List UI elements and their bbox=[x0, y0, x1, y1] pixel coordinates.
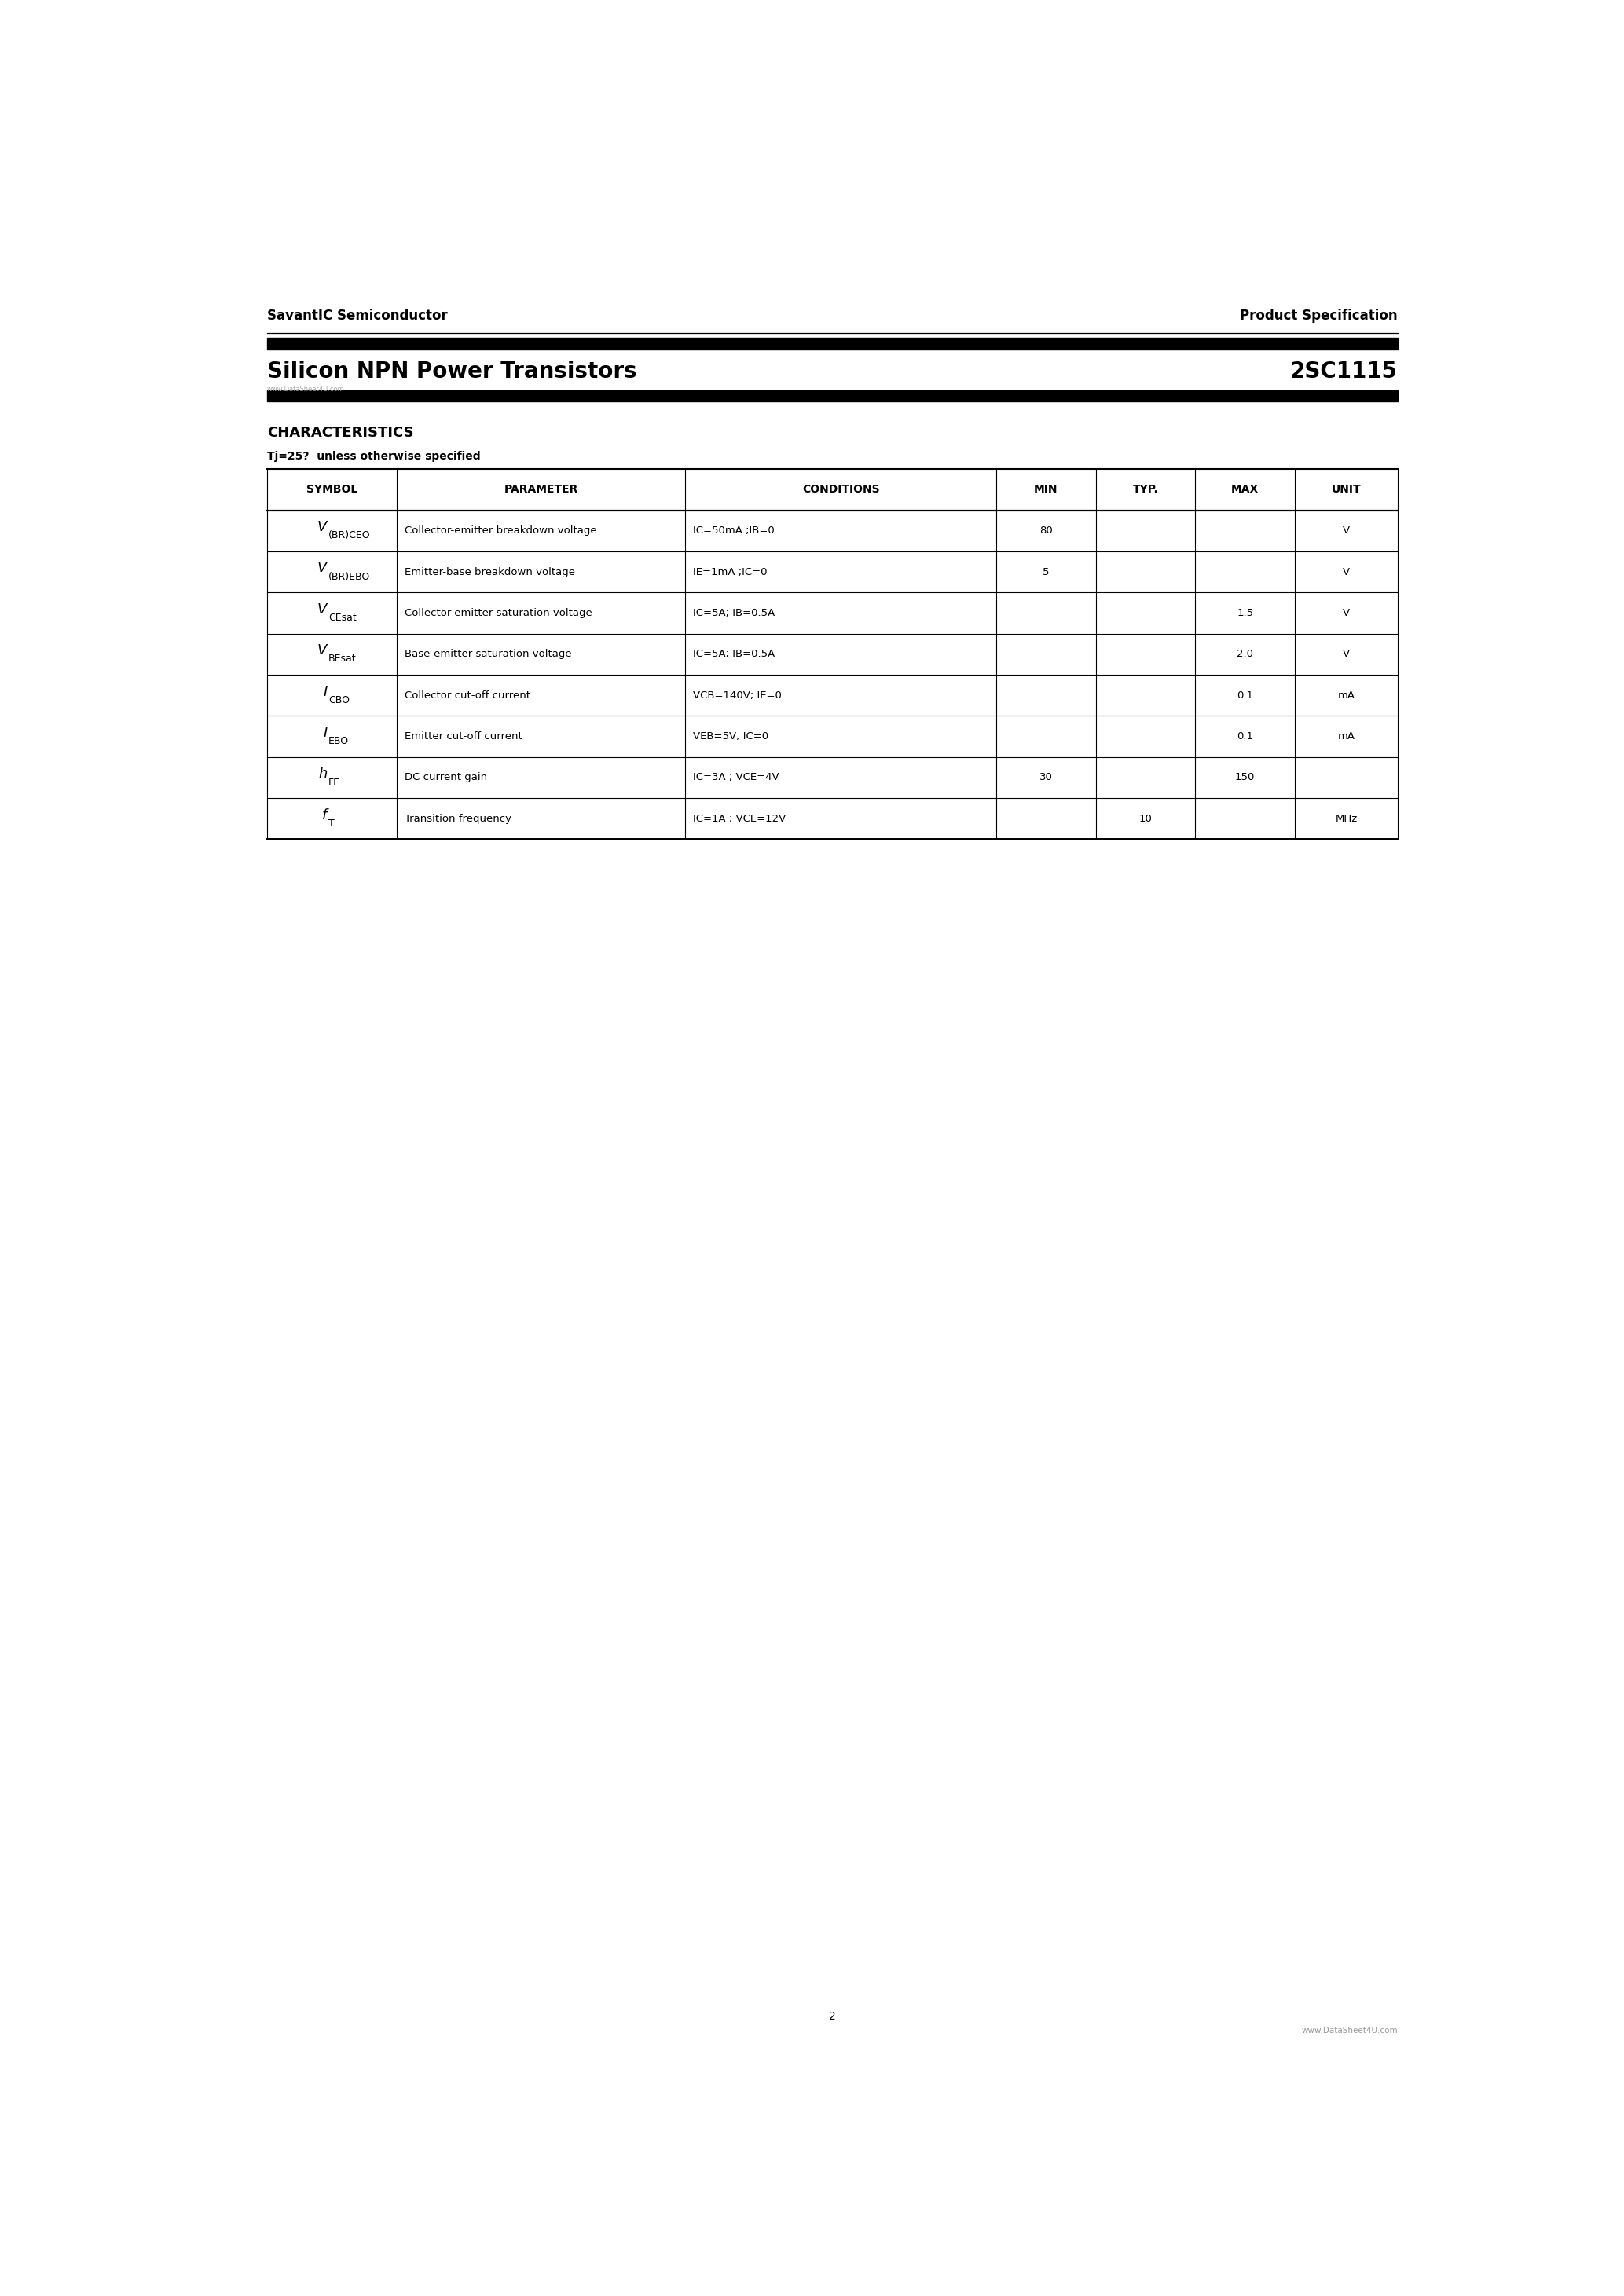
Text: 2SC1115: 2SC1115 bbox=[1289, 360, 1398, 381]
Text: 1.5: 1.5 bbox=[1237, 608, 1254, 618]
Text: mA: mA bbox=[1338, 732, 1354, 742]
Text: VEB=5V; IC=0: VEB=5V; IC=0 bbox=[692, 732, 768, 742]
Text: f: f bbox=[322, 808, 326, 822]
Text: IE=1mA ;IC=0: IE=1mA ;IC=0 bbox=[692, 567, 767, 576]
Text: Silicon NPN Power Transistors: Silicon NPN Power Transistors bbox=[266, 360, 637, 381]
Text: 0.1: 0.1 bbox=[1237, 691, 1254, 700]
Text: Collector-emitter saturation voltage: Collector-emitter saturation voltage bbox=[404, 608, 591, 618]
Text: IC=50mA ;IB=0: IC=50mA ;IB=0 bbox=[692, 526, 775, 535]
Text: MHz: MHz bbox=[1335, 813, 1358, 824]
Text: Emitter cut-off current: Emitter cut-off current bbox=[404, 732, 521, 742]
Text: www.DataSheet4U.com: www.DataSheet4U.com bbox=[1301, 2025, 1398, 2034]
Text: V: V bbox=[1343, 650, 1350, 659]
Text: h: h bbox=[318, 767, 326, 781]
Text: IC=1A ; VCE=12V: IC=1A ; VCE=12V bbox=[692, 813, 786, 824]
Text: SYMBOL: SYMBOL bbox=[307, 484, 357, 496]
Text: MAX: MAX bbox=[1231, 484, 1259, 496]
Text: FE: FE bbox=[328, 778, 339, 788]
Text: 30: 30 bbox=[1039, 771, 1052, 783]
Text: CONDITIONS: CONDITIONS bbox=[802, 484, 880, 496]
Text: CBO: CBO bbox=[328, 696, 349, 705]
Text: Emitter-base breakdown voltage: Emitter-base breakdown voltage bbox=[404, 567, 575, 576]
Text: BEsat: BEsat bbox=[328, 654, 356, 664]
Text: V: V bbox=[1343, 608, 1350, 618]
Text: CHARACTERISTICS: CHARACTERISTICS bbox=[266, 425, 414, 439]
Text: V: V bbox=[1343, 526, 1350, 535]
Text: 2: 2 bbox=[828, 2011, 836, 2023]
Text: Collector cut-off current: Collector cut-off current bbox=[404, 691, 529, 700]
Text: CEsat: CEsat bbox=[328, 613, 356, 622]
Text: mA: mA bbox=[1338, 691, 1354, 700]
Text: Transition frequency: Transition frequency bbox=[404, 813, 512, 824]
Text: IC=5A; IB=0.5A: IC=5A; IB=0.5A bbox=[692, 608, 775, 618]
Text: V: V bbox=[1343, 567, 1350, 576]
Bar bbox=[266, 390, 1398, 402]
Text: V: V bbox=[317, 643, 326, 657]
Text: (BR)CEO: (BR)CEO bbox=[328, 530, 370, 540]
Text: EBO: EBO bbox=[328, 737, 349, 746]
Text: Product Specification: Product Specification bbox=[1241, 308, 1398, 324]
Text: SavantIC Semiconductor: SavantIC Semiconductor bbox=[266, 308, 448, 324]
Text: Base-emitter saturation voltage: Base-emitter saturation voltage bbox=[404, 650, 572, 659]
Text: V: V bbox=[317, 521, 326, 535]
Text: MIN: MIN bbox=[1034, 484, 1057, 496]
Bar bbox=[266, 338, 1398, 349]
Text: 150: 150 bbox=[1234, 771, 1255, 783]
Text: T: T bbox=[328, 817, 335, 829]
Text: V: V bbox=[317, 560, 326, 576]
Text: PARAMETER: PARAMETER bbox=[503, 484, 578, 496]
Text: UNIT: UNIT bbox=[1332, 484, 1361, 496]
Text: DC current gain: DC current gain bbox=[404, 771, 487, 783]
Text: Collector-emitter breakdown voltage: Collector-emitter breakdown voltage bbox=[404, 526, 596, 535]
Text: 0.1: 0.1 bbox=[1237, 732, 1254, 742]
Text: I: I bbox=[323, 726, 326, 739]
Text: VCB=140V; IE=0: VCB=140V; IE=0 bbox=[692, 691, 781, 700]
Text: V: V bbox=[317, 602, 326, 615]
Text: 10: 10 bbox=[1138, 813, 1151, 824]
Text: 5: 5 bbox=[1043, 567, 1049, 576]
Text: IC=3A ; VCE=4V: IC=3A ; VCE=4V bbox=[692, 771, 780, 783]
Text: IC=5A; IB=0.5A: IC=5A; IB=0.5A bbox=[692, 650, 775, 659]
Text: TYP.: TYP. bbox=[1132, 484, 1158, 496]
Text: (BR)EBO: (BR)EBO bbox=[328, 572, 370, 581]
Text: 2.0: 2.0 bbox=[1237, 650, 1254, 659]
Text: Tj=25?  unless otherwise specified: Tj=25? unless otherwise specified bbox=[266, 450, 481, 461]
Text: I: I bbox=[323, 684, 326, 698]
Text: 80: 80 bbox=[1039, 526, 1052, 535]
Text: www.DataSheet4U.com: www.DataSheet4U.com bbox=[266, 386, 344, 393]
